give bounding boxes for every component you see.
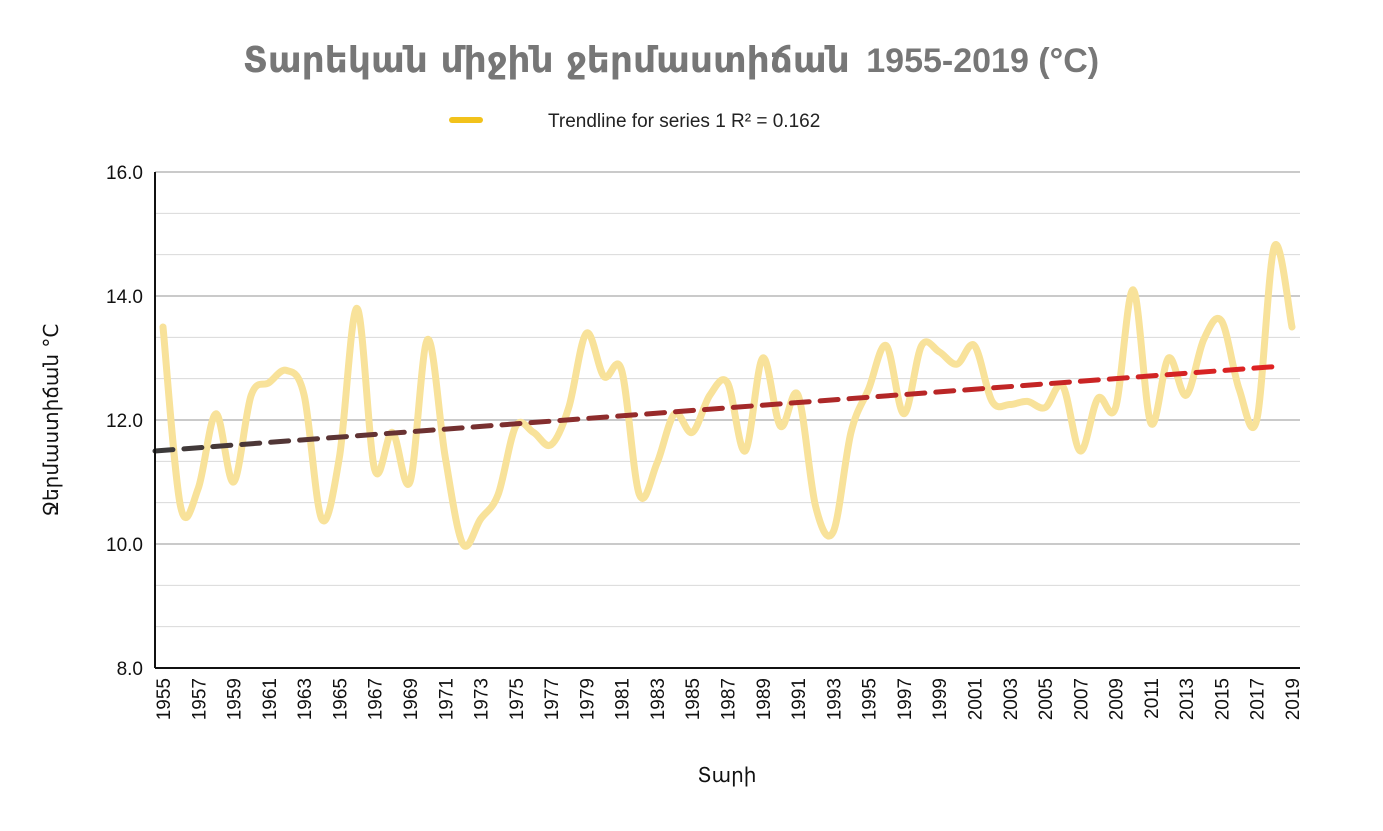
x-tick-label: 1973: [472, 678, 493, 720]
y-tick-label: 16.0: [106, 163, 143, 184]
x-tick-label: 1991: [789, 678, 810, 720]
x-tick-label: 1987: [719, 678, 740, 720]
x-tick-label: 2001: [965, 678, 986, 720]
x-tick-label: 2009: [1107, 678, 1128, 720]
x-tick-label: 2007: [1071, 678, 1092, 720]
legend: Trendline for series 1 R² = 0.162: [449, 111, 820, 132]
trendline: [152, 363, 1285, 454]
x-tick-label: 1985: [683, 678, 704, 720]
y-tick-label: 14.0: [106, 287, 143, 308]
x-tick-label: 1995: [860, 678, 881, 720]
x-tick-label: 2011: [1142, 678, 1163, 719]
x-tick-label: 1969: [401, 678, 422, 720]
y-tick-label: 8.0: [117, 659, 143, 680]
series-line: [159, 240, 1296, 550]
x-tick-label: 2015: [1212, 678, 1233, 720]
trendline-layer: [152, 363, 1285, 454]
x-tick-label: 1959: [225, 678, 246, 720]
x-tick-label: 1963: [295, 678, 316, 720]
x-tick-label: 1999: [930, 678, 951, 720]
series-layer: [159, 240, 1296, 550]
gridlines: [155, 171, 1300, 628]
x-tick-label: 1981: [613, 678, 634, 720]
y-tick-labels: 8.0 10.0 12.0 14.0 16.0: [106, 163, 143, 680]
chart-title-main: Տարեկան միջին ջերմաստիճան: [243, 40, 850, 81]
x-tick-label: 2005: [1036, 678, 1057, 720]
x-tick-label: 2003: [1001, 678, 1022, 720]
x-tick-label: 1965: [330, 678, 351, 720]
chart-title-years: 1955-2019 (°C): [866, 42, 1099, 80]
x-tick-labels: 1955 1957 1959 1961 1963 1965 1967 1969 1971 1973…: [154, 678, 1304, 720]
legend-trendline-label: Trendline for series 1 R² = 0.162: [548, 111, 820, 132]
x-tick-label: 2017: [1248, 678, 1269, 720]
x-tick-label: 1979: [577, 678, 598, 720]
axes: [154, 172, 1300, 669]
y-tick-label: 12.0: [106, 411, 143, 432]
x-tick-label: 1997: [895, 678, 916, 720]
x-tick-label: 1993: [824, 678, 845, 720]
x-tick-label: 1955: [154, 678, 175, 720]
x-tick-label: 1967: [366, 678, 387, 720]
x-tick-label: 1957: [189, 678, 210, 720]
x-tick-label: 1975: [507, 678, 528, 720]
x-tick-label: 1961: [260, 678, 281, 720]
chart-title: Տարեկան միջին ջերմաստիճան 1955-2019 (°C): [243, 40, 1099, 81]
y-axis-title: Ջերմաստիճան °C: [39, 324, 63, 517]
x-tick-label: 2019: [1283, 678, 1304, 720]
x-tick-label: 1977: [542, 678, 563, 720]
x-tick-label: 2013: [1177, 678, 1198, 720]
y-tick-label: 10.0: [106, 535, 143, 556]
x-tick-label: 1971: [436, 678, 457, 720]
x-tick-label: 1989: [754, 678, 775, 720]
x-axis-title: Տարի: [698, 763, 757, 787]
x-tick-label: 1983: [648, 678, 669, 720]
